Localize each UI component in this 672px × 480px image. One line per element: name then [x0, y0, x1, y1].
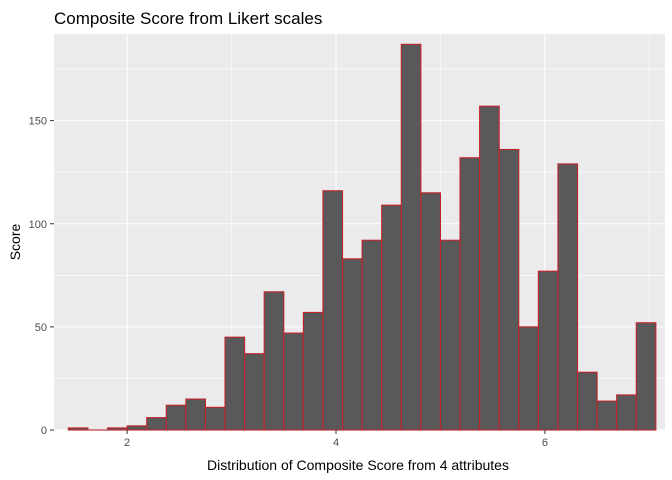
histogram-bar — [302, 311, 324, 431]
bars — [67, 43, 657, 431]
histogram-bar — [165, 404, 187, 431]
chart-title: Composite Score from Likert scales — [54, 9, 322, 28]
histogram-bar — [400, 43, 422, 431]
histogram-bar — [498, 148, 520, 431]
histogram-bar — [204, 406, 226, 431]
histogram-bar — [341, 258, 363, 431]
x-axis-title: Distribution of Composite Score from 4 a… — [207, 457, 509, 473]
histogram-bar — [537, 270, 559, 431]
y-tick-label: 0 — [41, 425, 47, 437]
histogram-bar — [146, 417, 167, 431]
histogram-bar — [322, 190, 344, 431]
x-axis-ticks: 2 4 6 — [124, 430, 548, 449]
y-tick-label: 100 — [29, 219, 47, 231]
x-tick-label: 4 — [333, 437, 339, 449]
histogram-bar — [459, 157, 481, 431]
histogram-bar — [244, 353, 265, 431]
histogram-bar — [616, 394, 637, 431]
histogram-bar — [635, 322, 657, 431]
x-tick-label: 6 — [542, 437, 548, 449]
histogram-bar — [479, 105, 500, 431]
histogram-bar — [576, 371, 598, 431]
histogram-bar — [557, 163, 579, 431]
x-tick-label: 2 — [124, 437, 130, 449]
histogram-bar — [439, 239, 461, 431]
histogram-bar — [596, 400, 618, 431]
y-axis-ticks: 0 50 100 150 — [29, 116, 54, 437]
histogram-bar — [518, 326, 539, 431]
histogram-bar — [67, 427, 89, 431]
histogram-bar — [381, 204, 402, 431]
histogram-bar — [283, 332, 304, 431]
y-tick-label: 150 — [29, 116, 47, 128]
y-tick-label: 50 — [35, 322, 47, 334]
histogram-bar — [126, 425, 148, 431]
histogram-bar — [420, 192, 441, 431]
histogram-bar — [106, 427, 128, 431]
histogram-bar — [263, 291, 285, 431]
histogram-bar — [361, 239, 383, 431]
histogram-bar — [224, 336, 246, 431]
y-axis-title: Score — [7, 224, 23, 261]
histogram-bar — [185, 398, 206, 431]
